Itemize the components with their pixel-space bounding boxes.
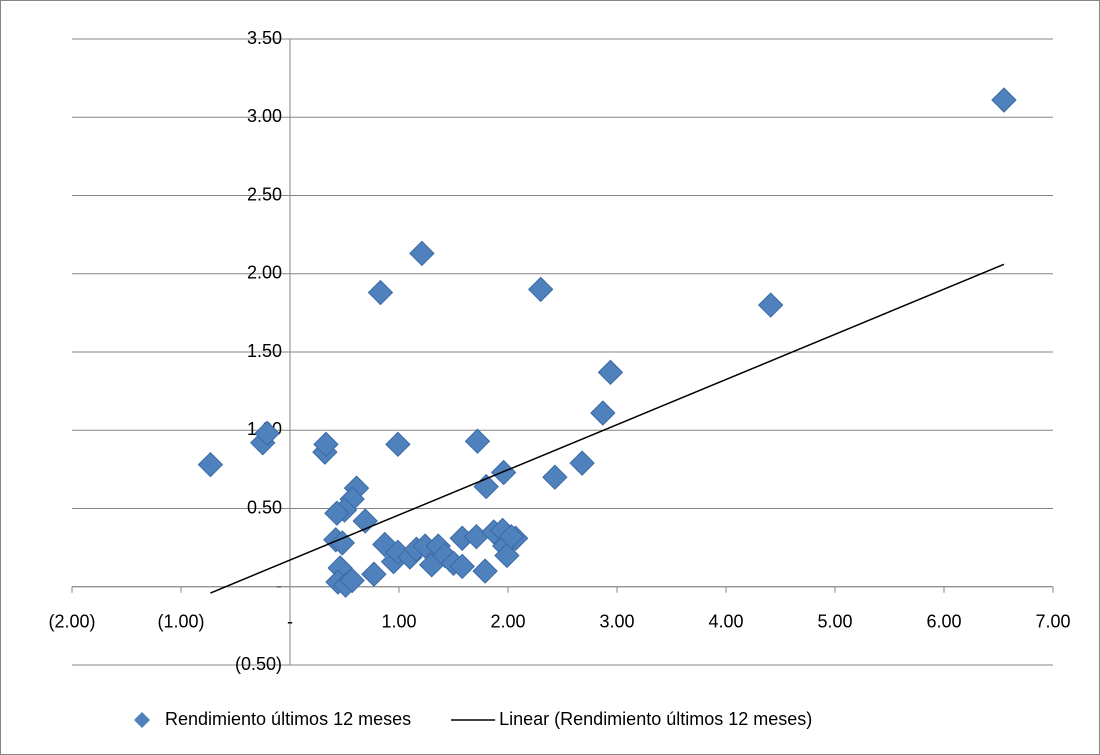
y-tick-label: 2.50 bbox=[247, 184, 282, 204]
y-tick-label: 0.50 bbox=[247, 497, 282, 517]
data-point bbox=[361, 561, 387, 587]
data-point bbox=[498, 523, 524, 550]
data-point bbox=[339, 567, 365, 594]
x-tick-label: - bbox=[287, 612, 293, 632]
data-point bbox=[464, 428, 491, 454]
y-tick-label: 1.50 bbox=[247, 341, 282, 361]
x-tick-label: 7.00 bbox=[1035, 612, 1070, 632]
data-point bbox=[542, 464, 568, 490]
data-point bbox=[385, 431, 411, 458]
data-point bbox=[197, 451, 224, 478]
data-point bbox=[367, 279, 394, 306]
y-tick-label: (0.50) bbox=[235, 654, 282, 674]
x-tick-label: 4.00 bbox=[708, 612, 743, 632]
data-point bbox=[991, 87, 1017, 113]
x-tick-label: 3.00 bbox=[599, 612, 634, 632]
trend-line bbox=[210, 263, 1005, 594]
data-point bbox=[757, 292, 784, 318]
data-point bbox=[494, 542, 520, 569]
legend-label: Rendimiento últimos 12 meses bbox=[165, 709, 411, 729]
data-point bbox=[254, 420, 280, 447]
data-point bbox=[313, 431, 339, 458]
x-tick-label: 1.00 bbox=[381, 612, 416, 632]
x-tick-label: 6.00 bbox=[926, 612, 961, 632]
data-point bbox=[597, 359, 624, 386]
data-point bbox=[329, 530, 356, 556]
legend-marker bbox=[134, 712, 150, 728]
data-point bbox=[324, 500, 350, 526]
data-point bbox=[527, 276, 554, 303]
data-point bbox=[472, 558, 498, 584]
data-point bbox=[409, 240, 435, 267]
x-tick-label: (2.00) bbox=[48, 612, 95, 632]
y-tick-label: 2.00 bbox=[247, 263, 282, 283]
data-point bbox=[590, 400, 616, 426]
data-point bbox=[449, 553, 475, 580]
x-tick-label: 5.00 bbox=[817, 612, 852, 632]
y-tick-label: 3.00 bbox=[247, 106, 282, 126]
y-tick-label: 3.50 bbox=[247, 28, 282, 48]
x-tick-label: (1.00) bbox=[157, 612, 204, 632]
x-tick-label: 2.00 bbox=[490, 612, 525, 632]
legend-label: Linear (Rendimiento últimos 12 meses) bbox=[499, 709, 812, 729]
y-tick-label: - bbox=[276, 576, 282, 596]
data-point bbox=[569, 450, 595, 476]
